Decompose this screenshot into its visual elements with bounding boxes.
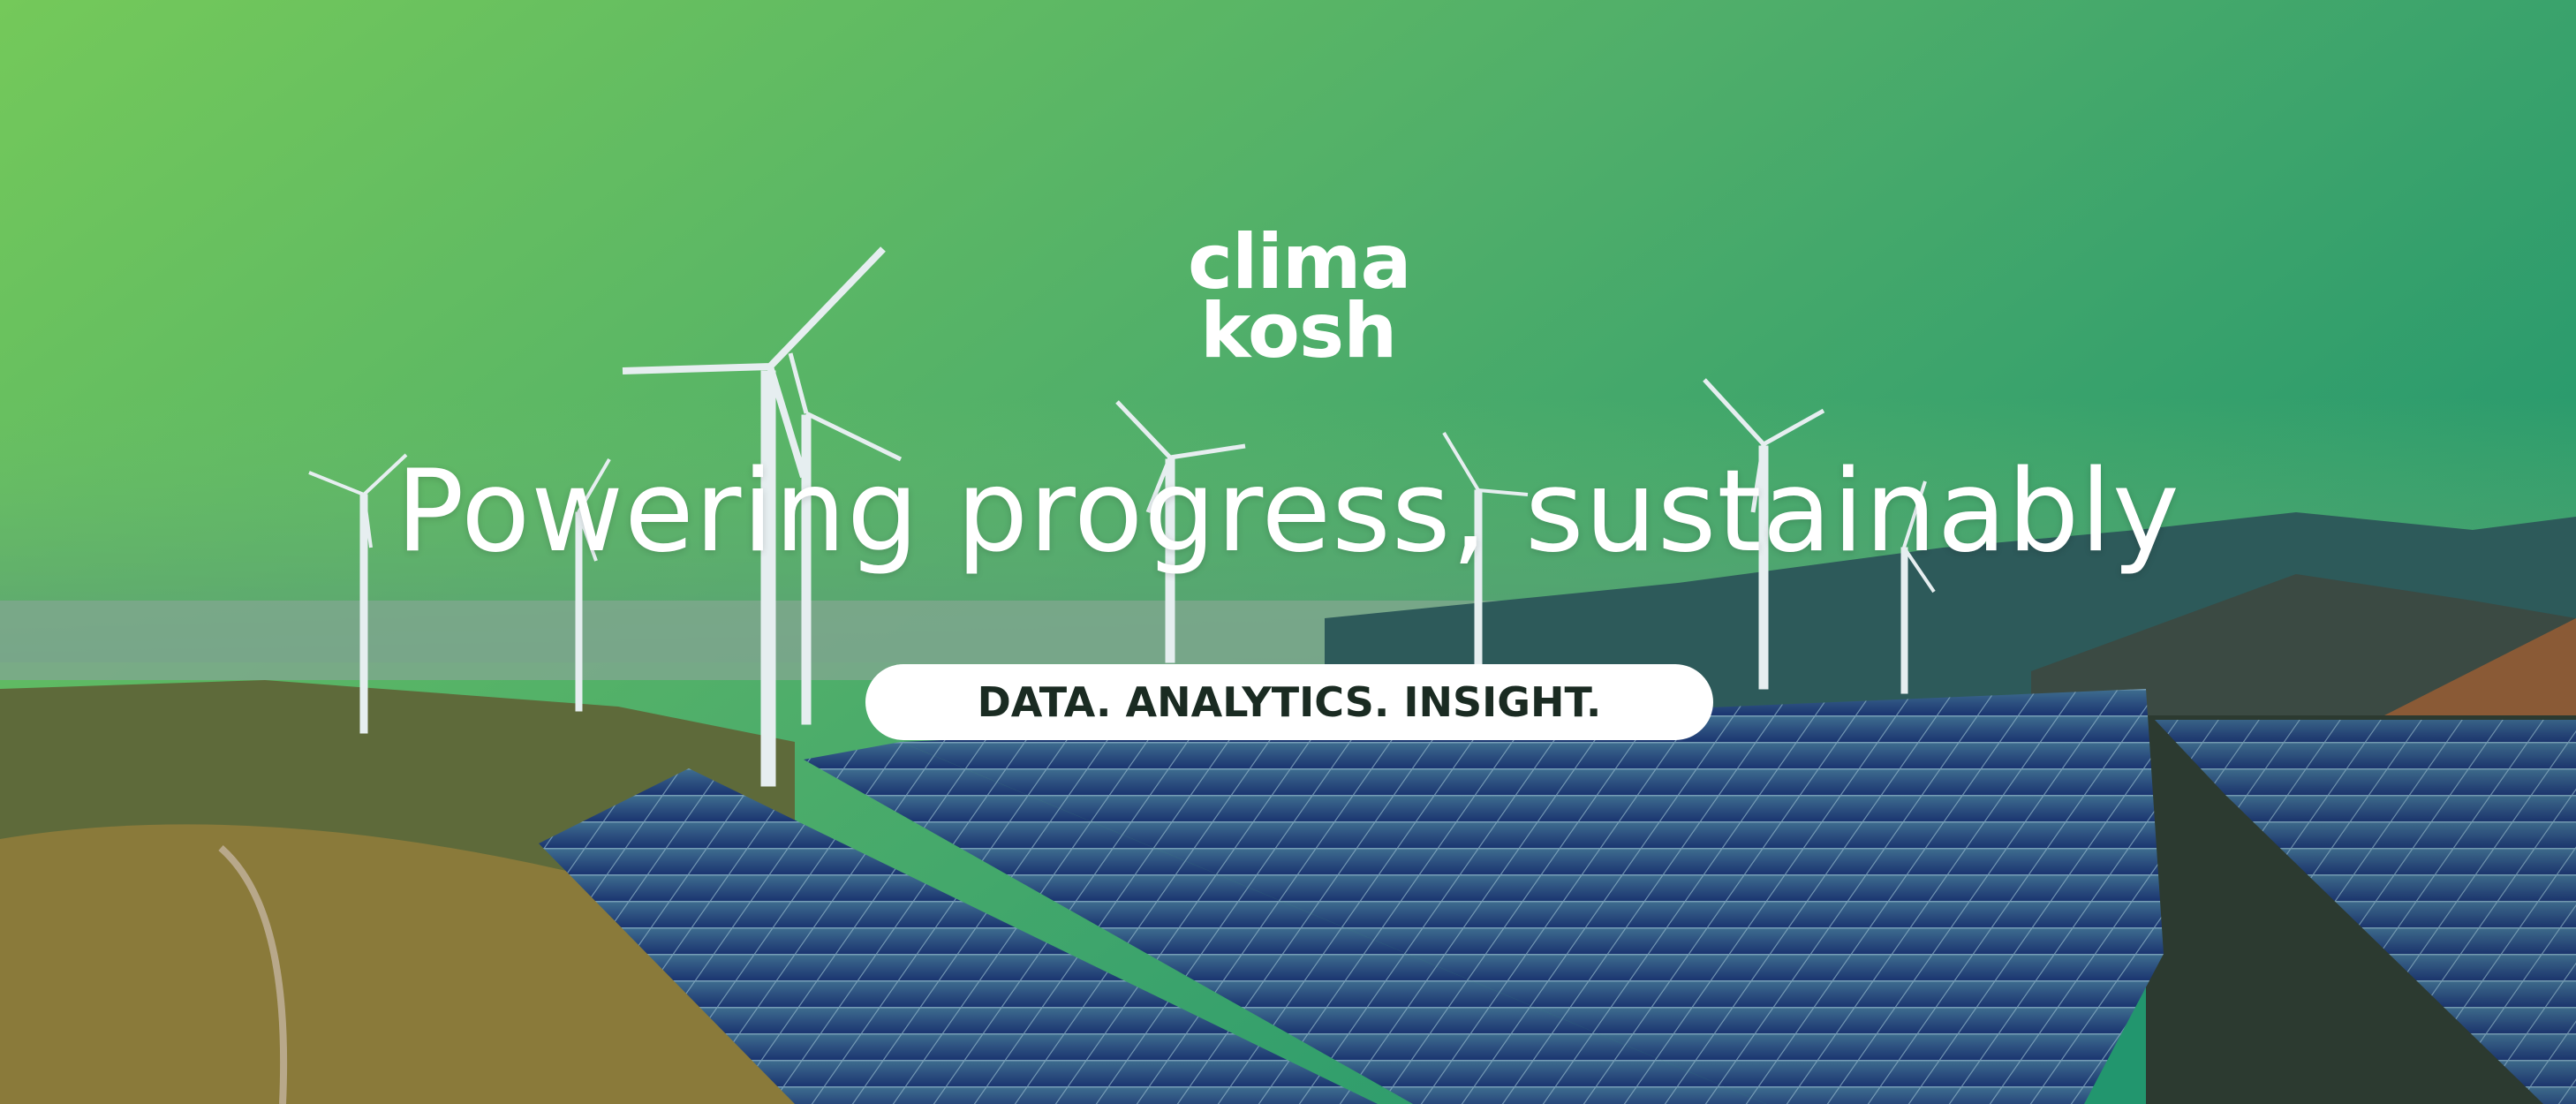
logo-line-2: kosh: [1200, 287, 1397, 375]
climakosh-logo: clima kosh: [1188, 224, 1412, 375]
tagline-text: DATA. ANALYTICS. INSIGHT.: [977, 678, 1602, 726]
hero-headline: Powering progress, sustainably: [396, 446, 2180, 578]
tagline-pill: DATA. ANALYTICS. INSIGHT.: [865, 664, 1713, 740]
